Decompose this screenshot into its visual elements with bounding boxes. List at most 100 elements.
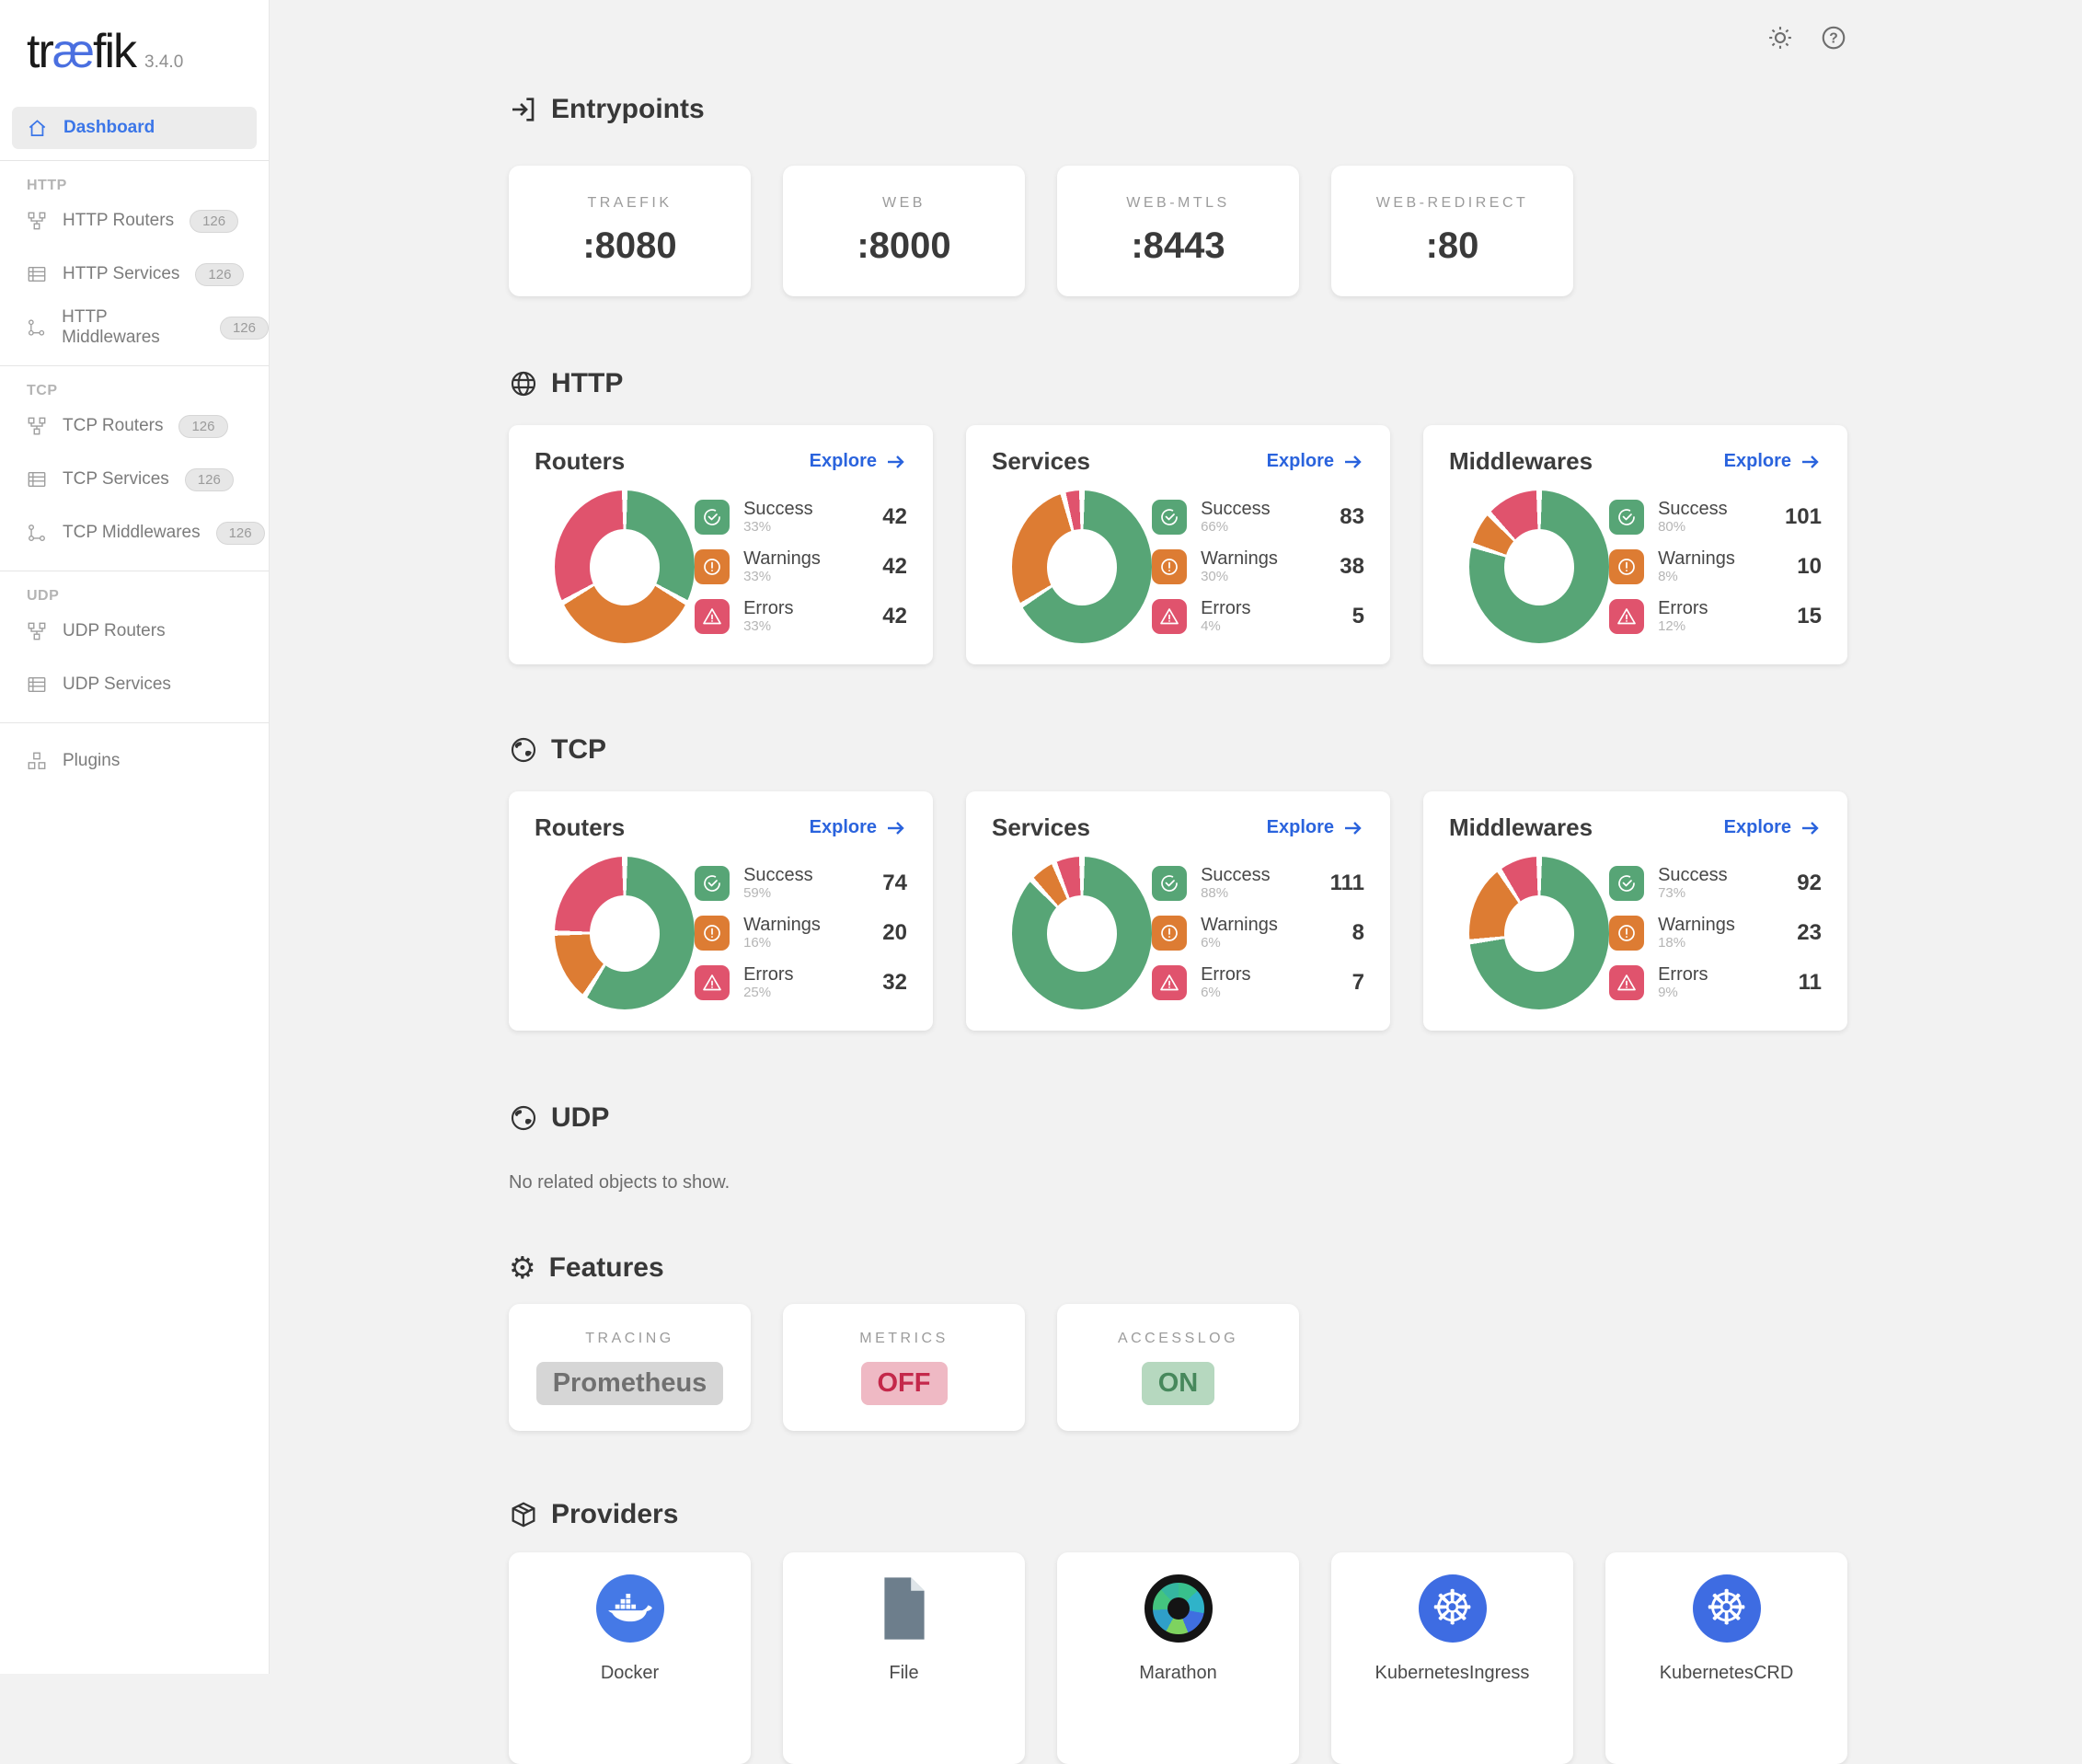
tcp-header: TCP — [509, 732, 1847, 767]
entrypoint-name: TRAEFIK — [587, 195, 672, 212]
sidebar: træfik 3.4.0 Dashboard HTTP HTTP Routers… — [0, 0, 270, 1674]
warning-icon — [1152, 549, 1187, 584]
provider-card-kubernetesingress: ☸ KubernetesIngress — [1331, 1552, 1573, 1764]
explore-link[interactable]: Explore — [1267, 817, 1364, 839]
explore-link[interactable]: Explore — [1724, 451, 1822, 473]
count-badge: 126 — [195, 263, 244, 286]
section-title: Providers — [551, 1497, 678, 1532]
warning-icon — [1152, 916, 1187, 951]
section-title: Features — [549, 1251, 664, 1286]
sidebar-item-label: TCP Middlewares — [63, 523, 201, 543]
provider-card-docker: Docker — [509, 1552, 751, 1764]
arrow-right-icon — [1342, 451, 1364, 473]
sun-icon — [1766, 24, 1794, 52]
feature-card-metrics: METRICS OFF — [783, 1304, 1025, 1431]
sidebar-item-tcp-middlewares[interactable]: TCP Middlewares 126 — [0, 506, 269, 559]
sidebar-item-http-services[interactable]: HTTP Services 126 — [0, 248, 269, 301]
success-icon — [1609, 500, 1644, 535]
arrow-right-icon — [885, 451, 907, 473]
marathon-icon — [1145, 1574, 1213, 1643]
explore-link[interactable]: Explore — [1724, 817, 1822, 839]
sidebar-section-tcp: TCP — [0, 383, 269, 399]
file-icon — [870, 1574, 938, 1643]
feature-value-badge: ON — [1142, 1362, 1215, 1405]
count-badge: 126 — [178, 415, 227, 438]
explore-link[interactable]: Explore — [810, 817, 907, 839]
feature-value-badge: Prometheus — [536, 1362, 724, 1405]
sidebar-item-label: HTTP Services — [63, 264, 179, 284]
divider — [0, 160, 269, 161]
entrypoint-port: :80 — [1426, 225, 1479, 267]
sidebar-item-udp-routers[interactable]: UDP Routers — [0, 605, 269, 658]
sidebar-item-udp-services[interactable]: UDP Services — [0, 658, 269, 711]
sidebar-item-label: Dashboard — [63, 118, 155, 138]
udp-empty-message: No related objects to show. — [509, 1172, 1847, 1193]
providers-row: Docker File Marathon ☸ KubernetesIngress… — [509, 1552, 1847, 1764]
theme-toggle-button[interactable] — [1766, 24, 1794, 52]
entrypoint-card-web-redirect: WEB-REDIRECT :80 — [1331, 166, 1573, 296]
topbar: ? — [509, 17, 1847, 52]
entrypoint-name: WEB — [882, 195, 926, 212]
middlewares-icon — [27, 523, 47, 543]
warning-icon — [695, 916, 730, 951]
entrypoint-name: WEB-MTLS — [1126, 195, 1229, 212]
feature-card-tracing: TRACING Prometheus — [509, 1304, 751, 1431]
routers-icon — [27, 621, 47, 641]
plugins-icon — [27, 751, 47, 771]
gear-icon: ⚙ — [509, 1253, 536, 1283]
status-donut-chart — [555, 490, 695, 643]
package-icon — [509, 1500, 538, 1529]
status-donut-chart — [1469, 490, 1609, 643]
explore-link[interactable]: Explore — [1267, 451, 1364, 473]
sidebar-item-label: TCP Services — [63, 469, 169, 490]
kubernetes-icon: ☸ — [1419, 1574, 1487, 1643]
arrow-right-icon — [1800, 451, 1822, 473]
sidebar-item-http-middlewares[interactable]: HTTP Middlewares 126 — [0, 301, 269, 354]
sidebar-section-udp: UDP — [0, 588, 269, 605]
sidebar-item-tcp-routers[interactable]: TCP Routers 126 — [0, 399, 269, 453]
status-donut-chart — [1012, 857, 1152, 1009]
divider — [0, 722, 269, 723]
help-button[interactable]: ? — [1820, 24, 1847, 52]
earth-icon — [509, 735, 538, 765]
success-icon — [1152, 866, 1187, 901]
sidebar-item-label: Plugins — [63, 751, 120, 771]
sidebar-item-tcp-services[interactable]: TCP Services 126 — [0, 453, 269, 506]
feature-value-badge: OFF — [861, 1362, 948, 1405]
explore-link[interactable]: Explore — [810, 451, 907, 473]
card-title: Middlewares — [1449, 813, 1593, 842]
error-icon — [1609, 965, 1644, 1000]
feature-card-accesslog: ACCESSLOG ON — [1057, 1304, 1299, 1431]
sidebar-item-label: TCP Routers — [63, 416, 163, 436]
features-row: TRACING Prometheus METRICS OFF ACCESSLOG… — [509, 1304, 1847, 1431]
sidebar-item-label: HTTP Routers — [63, 211, 174, 231]
entrypoint-card-traefik: TRAEFIK :8080 — [509, 166, 751, 296]
entrypoint-port: :8080 — [582, 225, 676, 267]
error-icon — [1152, 965, 1187, 1000]
success-icon — [1152, 500, 1187, 535]
sidebar-item-plugins[interactable]: Plugins — [0, 734, 269, 788]
card-title: Routers — [535, 813, 625, 842]
provider-card-file: File — [783, 1552, 1025, 1764]
sidebar-item-http-routers[interactable]: HTTP Routers 126 — [0, 194, 269, 248]
success-icon — [695, 866, 730, 901]
arrow-right-icon — [885, 817, 907, 839]
sidebar-item-dashboard[interactable]: Dashboard — [12, 107, 257, 149]
services-icon — [27, 674, 47, 695]
